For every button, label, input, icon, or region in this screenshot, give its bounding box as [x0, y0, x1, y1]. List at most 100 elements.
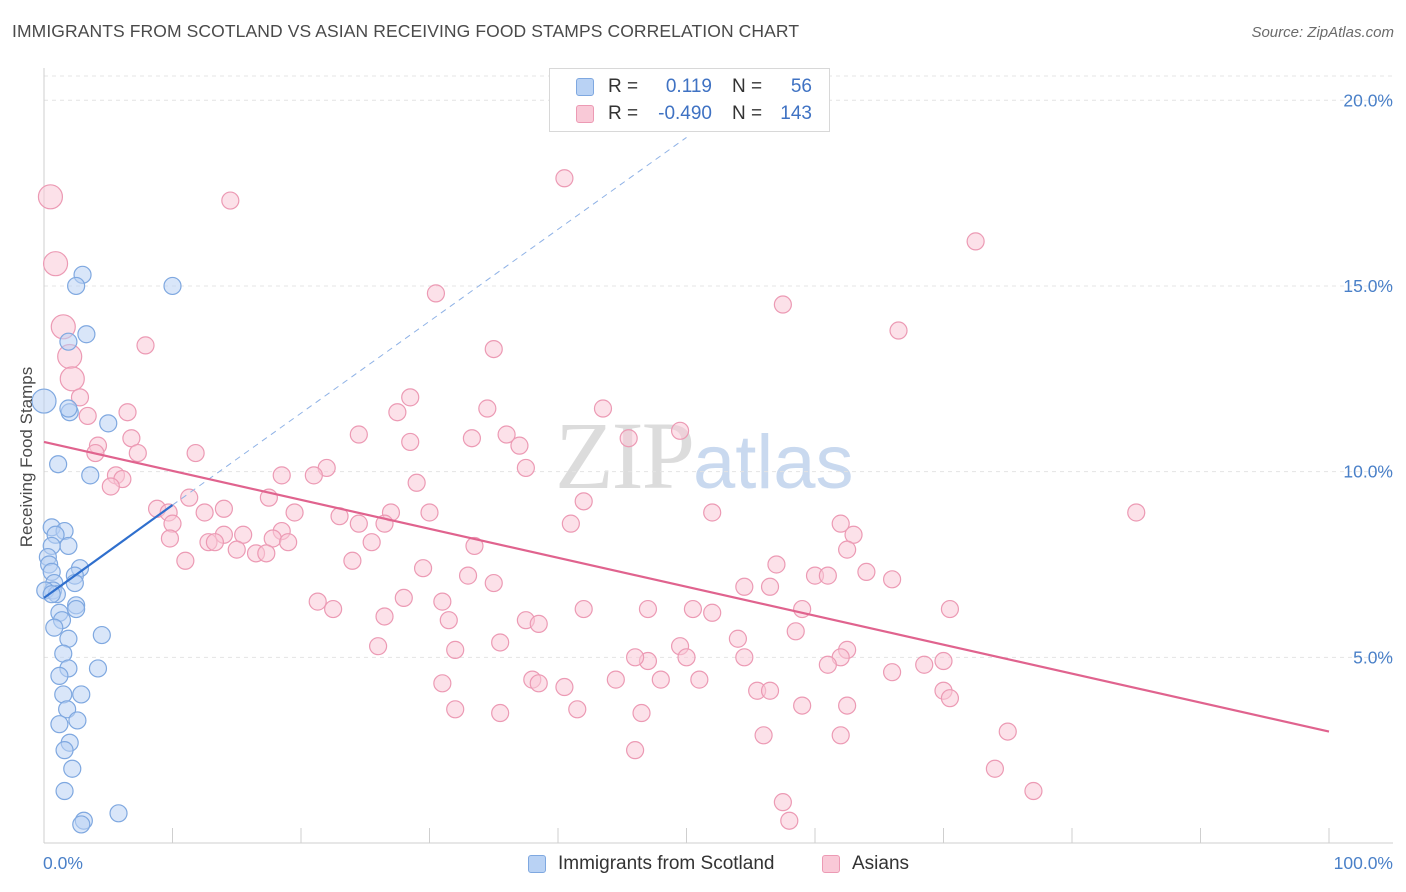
- bottom-legend-label: Immigrants from Scotland: [558, 853, 775, 874]
- point-asians: [227, 540, 246, 559]
- point-asians: [349, 514, 368, 533]
- point-asians: [857, 562, 876, 582]
- series-asians: [37, 169, 1146, 830]
- point-asians: [484, 573, 503, 593]
- point-scotland: [99, 414, 118, 433]
- chart-title: IMMIGRANTS FROM SCOTLAND VS ASIAN RECEIV…: [12, 21, 800, 41]
- point-asians: [324, 599, 343, 619]
- point-asians: [279, 533, 298, 552]
- point-scotland: [77, 325, 96, 344]
- legend-r-value: -0.490: [658, 103, 712, 124]
- point-asians: [760, 681, 780, 700]
- point-asians: [529, 614, 548, 633]
- point-asians: [426, 284, 446, 303]
- point-asians: [497, 425, 516, 444]
- point-asians: [1127, 503, 1146, 522]
- point-scotland: [72, 685, 91, 704]
- point-scotland: [31, 388, 57, 414]
- point-asians: [491, 633, 510, 652]
- legend-row-scotland: R = 0.119 N = 56: [550, 74, 829, 100]
- trend-lines: [43, 137, 1330, 733]
- point-asians: [136, 336, 155, 355]
- legend-n-label: N =: [732, 103, 763, 124]
- point-scotland: [59, 536, 78, 556]
- point-asians: [754, 726, 773, 745]
- point-asians: [760, 577, 780, 596]
- point-asians: [214, 499, 233, 518]
- point-asians: [401, 432, 420, 452]
- legend-r-label: R =: [608, 103, 639, 124]
- legend-swatch-pink: [576, 105, 594, 123]
- trend-line-asians: [43, 440, 1330, 733]
- point-asians: [70, 388, 90, 407]
- legend-swatch-blue: [576, 78, 594, 96]
- series-immigrants-from-scotland: [31, 265, 182, 834]
- point-asians: [516, 458, 535, 478]
- point-asians: [510, 436, 529, 455]
- point-asians: [985, 759, 1005, 778]
- legend-row-asians: R = -0.490 N = 143: [550, 101, 829, 127]
- point-asians: [257, 544, 276, 563]
- point-asians: [446, 640, 465, 659]
- point-asians: [818, 655, 837, 674]
- point-asians: [128, 443, 147, 463]
- point-asians: [735, 648, 754, 667]
- point-asians: [272, 466, 291, 485]
- bottom-legend-label: Asians: [852, 853, 910, 874]
- point-scotland: [72, 815, 91, 834]
- point-scotland: [63, 759, 82, 778]
- point-asians: [574, 492, 593, 511]
- y-tick-label: 10.0%: [1343, 462, 1393, 482]
- point-scotland: [65, 573, 84, 593]
- watermark-atlas: atlas: [693, 420, 854, 505]
- point-asians: [362, 533, 381, 552]
- point-asians: [625, 741, 645, 760]
- x-tick-label-max: 100.0%: [1334, 853, 1393, 873]
- correlation-legend: R = 0.119 N = 56 R = -0.490 N = 143: [549, 68, 830, 132]
- point-scotland: [58, 700, 77, 719]
- point-asians: [37, 184, 64, 210]
- point-asians: [574, 599, 593, 619]
- point-asians: [375, 607, 394, 626]
- point-asians: [651, 670, 670, 689]
- point-asians: [394, 588, 413, 608]
- point-asians: [625, 648, 645, 667]
- point-asians: [619, 429, 638, 448]
- point-asians: [78, 406, 97, 426]
- point-asians: [186, 443, 205, 463]
- bottom-legend-swatch-pink: [822, 855, 840, 873]
- point-asians: [966, 232, 985, 251]
- y-tick-label: 15.0%: [1343, 276, 1393, 296]
- point-scotland: [68, 711, 87, 730]
- point-asians: [195, 503, 214, 522]
- point-asians: [529, 674, 548, 693]
- point-asians: [735, 577, 754, 596]
- point-asians: [703, 603, 722, 622]
- point-asians: [407, 473, 426, 492]
- point-asians: [767, 555, 786, 574]
- point-asians: [433, 674, 452, 693]
- point-scotland: [92, 625, 111, 645]
- point-asians: [703, 503, 722, 522]
- point-asians: [413, 559, 433, 578]
- axes: [43, 68, 1393, 844]
- point-asians: [818, 566, 837, 585]
- point-scotland: [59, 399, 78, 418]
- point-asians: [555, 169, 574, 188]
- point-asians: [205, 533, 225, 552]
- point-asians: [561, 514, 580, 533]
- point-asians: [606, 670, 625, 689]
- point-asians: [1024, 781, 1043, 801]
- legend-r-value: 0.119: [665, 76, 712, 97]
- point-scotland: [50, 715, 69, 734]
- point-scotland: [54, 685, 73, 704]
- point-asians: [555, 677, 574, 697]
- point-scotland: [109, 804, 128, 823]
- point-asians: [632, 703, 651, 723]
- zipatlas-watermark: ZIPatlas: [555, 400, 854, 511]
- point-asians: [831, 726, 850, 745]
- point-asians: [304, 466, 323, 485]
- point-asians: [882, 663, 902, 682]
- y-axis-tick-labels: 5.0% 10.0% 15.0% 20.0%: [1343, 90, 1393, 667]
